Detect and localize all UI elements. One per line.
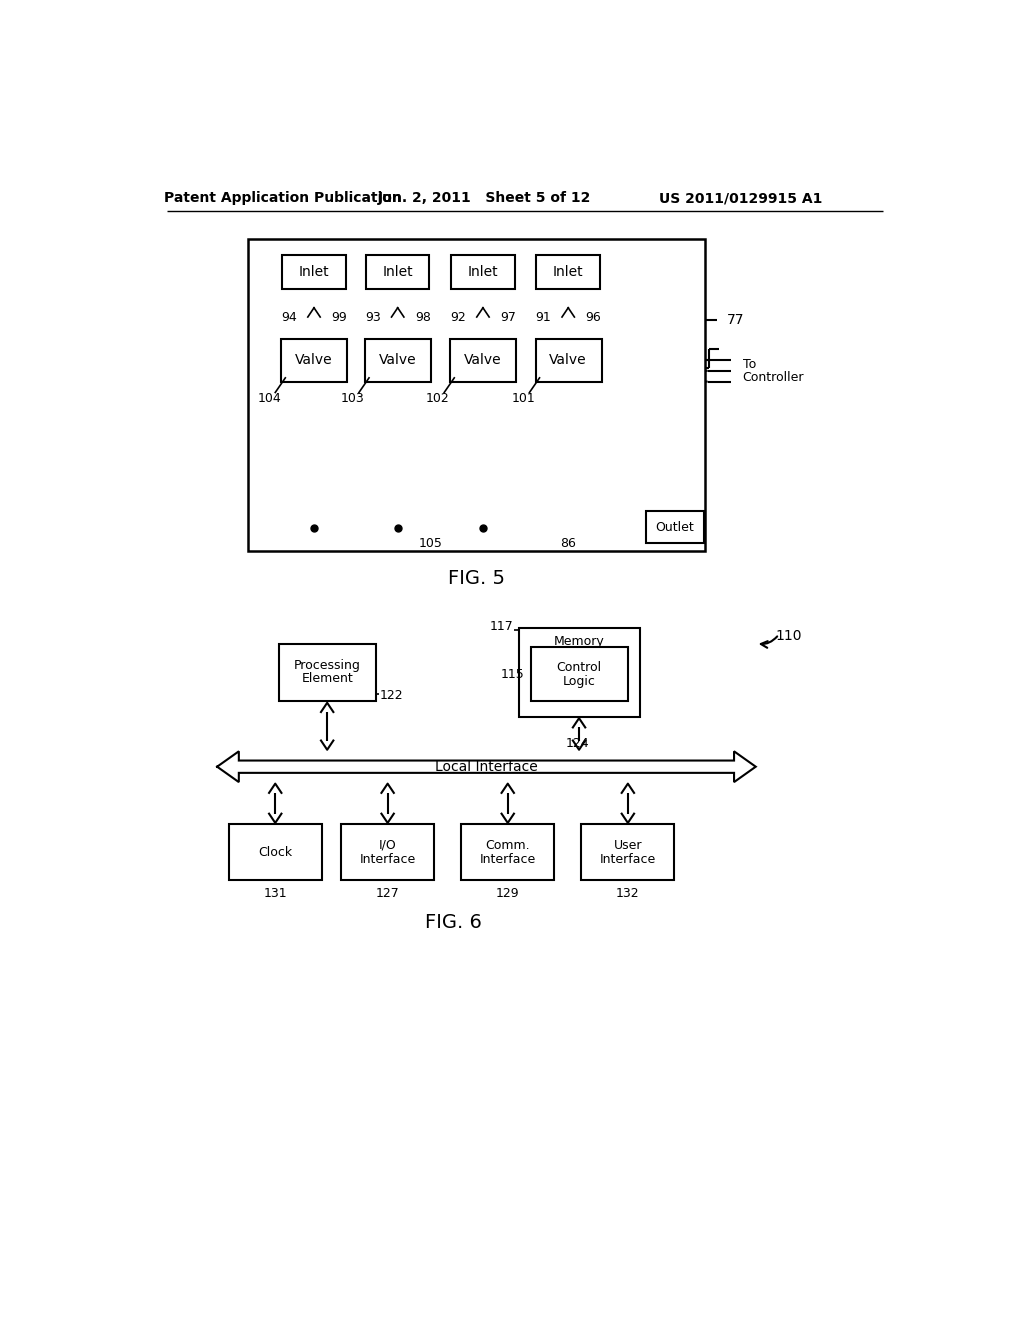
Text: 98: 98 [415, 310, 431, 323]
Text: Valve: Valve [379, 354, 417, 367]
Text: 129: 129 [496, 887, 519, 900]
Text: To: To [742, 358, 756, 371]
Text: 93: 93 [365, 310, 381, 323]
Text: Valve: Valve [295, 354, 333, 367]
Bar [248, 239, 706, 552]
Bar [228, 825, 322, 880]
Bar [366, 339, 431, 381]
Text: 124: 124 [565, 737, 590, 750]
Bar [452, 255, 515, 289]
Text: Inlet: Inlet [553, 264, 584, 279]
Bar [280, 644, 376, 701]
Text: 102: 102 [426, 392, 450, 405]
Bar [519, 628, 640, 717]
Text: 96: 96 [586, 310, 601, 323]
Text: 132: 132 [616, 887, 640, 900]
Text: 103: 103 [341, 392, 365, 405]
Text: Inlet: Inlet [299, 264, 330, 279]
Text: 110: 110 [775, 628, 802, 643]
Text: Interface: Interface [479, 853, 536, 866]
Text: 99: 99 [331, 310, 347, 323]
Text: Valve: Valve [464, 354, 502, 367]
Text: I/O: I/O [379, 838, 396, 851]
Text: 117: 117 [489, 620, 513, 634]
Text: Control: Control [556, 661, 602, 675]
Text: 104: 104 [257, 392, 281, 405]
Bar [531, 647, 628, 701]
Text: Interface: Interface [600, 853, 656, 866]
Text: Controller: Controller [742, 371, 804, 384]
Text: 86: 86 [560, 537, 577, 550]
Bar [341, 825, 434, 880]
Text: US 2011/0129915 A1: US 2011/0129915 A1 [658, 191, 822, 206]
Text: 101: 101 [511, 392, 536, 405]
Text: Inlet: Inlet [468, 264, 499, 279]
Text: Processing: Processing [294, 659, 360, 672]
Bar [646, 511, 703, 544]
Text: Valve: Valve [550, 354, 587, 367]
Text: 97: 97 [500, 310, 516, 323]
Text: 105: 105 [419, 537, 442, 550]
Text: Outlet: Outlet [655, 520, 693, 533]
Bar [282, 339, 347, 381]
Text: 131: 131 [263, 887, 287, 900]
Text: 115: 115 [501, 668, 524, 681]
Text: Interface: Interface [359, 853, 416, 866]
Text: User: User [613, 838, 642, 851]
Bar [451, 339, 516, 381]
Text: FIG. 6: FIG. 6 [425, 912, 482, 932]
Text: Clock: Clock [258, 846, 292, 859]
Text: Comm.: Comm. [485, 838, 530, 851]
Bar [461, 825, 554, 880]
Text: Patent Application Publication: Patent Application Publication [164, 191, 401, 206]
Bar [537, 255, 600, 289]
Text: Jun. 2, 2011   Sheet 5 of 12: Jun. 2, 2011 Sheet 5 of 12 [378, 191, 591, 206]
Bar [536, 339, 601, 381]
Text: 77: 77 [727, 313, 744, 327]
Text: Element: Element [301, 672, 353, 685]
Text: Local Interface: Local Interface [434, 760, 538, 774]
Text: Memory: Memory [554, 635, 604, 648]
Text: 92: 92 [451, 310, 466, 323]
Text: 91: 91 [536, 310, 551, 323]
Bar [283, 255, 346, 289]
Text: FIG. 5: FIG. 5 [449, 569, 505, 587]
Bar [582, 825, 675, 880]
Text: 94: 94 [282, 310, 297, 323]
Text: 122: 122 [380, 689, 403, 702]
Text: 127: 127 [376, 887, 399, 900]
Bar [366, 255, 429, 289]
Text: Logic: Logic [562, 675, 596, 688]
Text: Inlet: Inlet [382, 264, 413, 279]
